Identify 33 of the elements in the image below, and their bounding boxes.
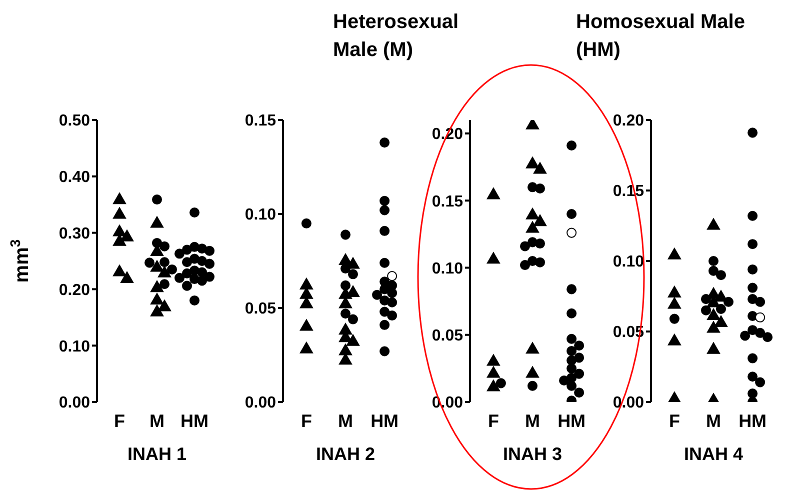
x-tick-label: F — [668, 410, 680, 431]
y-tick-label: 0.10 — [58, 338, 90, 356]
x-tick-label: M — [338, 410, 353, 431]
x-tick-label: HM — [738, 410, 767, 431]
y-tick-label: 0.10 — [612, 254, 644, 271]
y-tick-label: 0.20 — [612, 112, 644, 130]
x-tick-label: F — [300, 410, 312, 431]
x-tick-label: M — [706, 410, 721, 431]
text: Heterosexual Male (M) — [333, 10, 460, 63]
y-tick-label: 0.00 — [244, 394, 276, 412]
x-axis-title: INAH 4 — [684, 444, 744, 464]
x-tick-label: F — [488, 410, 499, 431]
x-axis-title: INAH 1 — [127, 444, 187, 464]
y-tick-label: 0.10 — [432, 260, 464, 278]
y-tick-label: 0.30 — [58, 225, 90, 242]
x-tick-label: F — [114, 410, 125, 431]
x-tick-label: M — [150, 410, 164, 431]
y-tick-label: 0.15 — [432, 193, 464, 210]
y-tick-label: 0.05 — [432, 328, 464, 345]
x-tick-label: M — [525, 410, 540, 431]
y-tick-label: 0.10 — [244, 206, 276, 224]
y-tick-label: 0.50 — [58, 112, 90, 130]
x-tick-label: HM — [180, 410, 208, 431]
x-axis-title: INAH 2 — [316, 444, 376, 464]
y-tick-label: 0.20 — [58, 282, 90, 299]
y-tick-label: 0.15 — [244, 112, 276, 130]
text: Homosexual Male (HM) — [576, 10, 746, 63]
x-tick-label: HM — [558, 410, 586, 431]
y-tick-label: 0.05 — [244, 300, 276, 318]
x-tick-label: HM — [370, 410, 399, 431]
y-tick-label: 0.00 — [58, 394, 90, 412]
x-axis-title: INAH 3 — [502, 444, 562, 464]
y-tick-label: 0.40 — [58, 169, 90, 186]
